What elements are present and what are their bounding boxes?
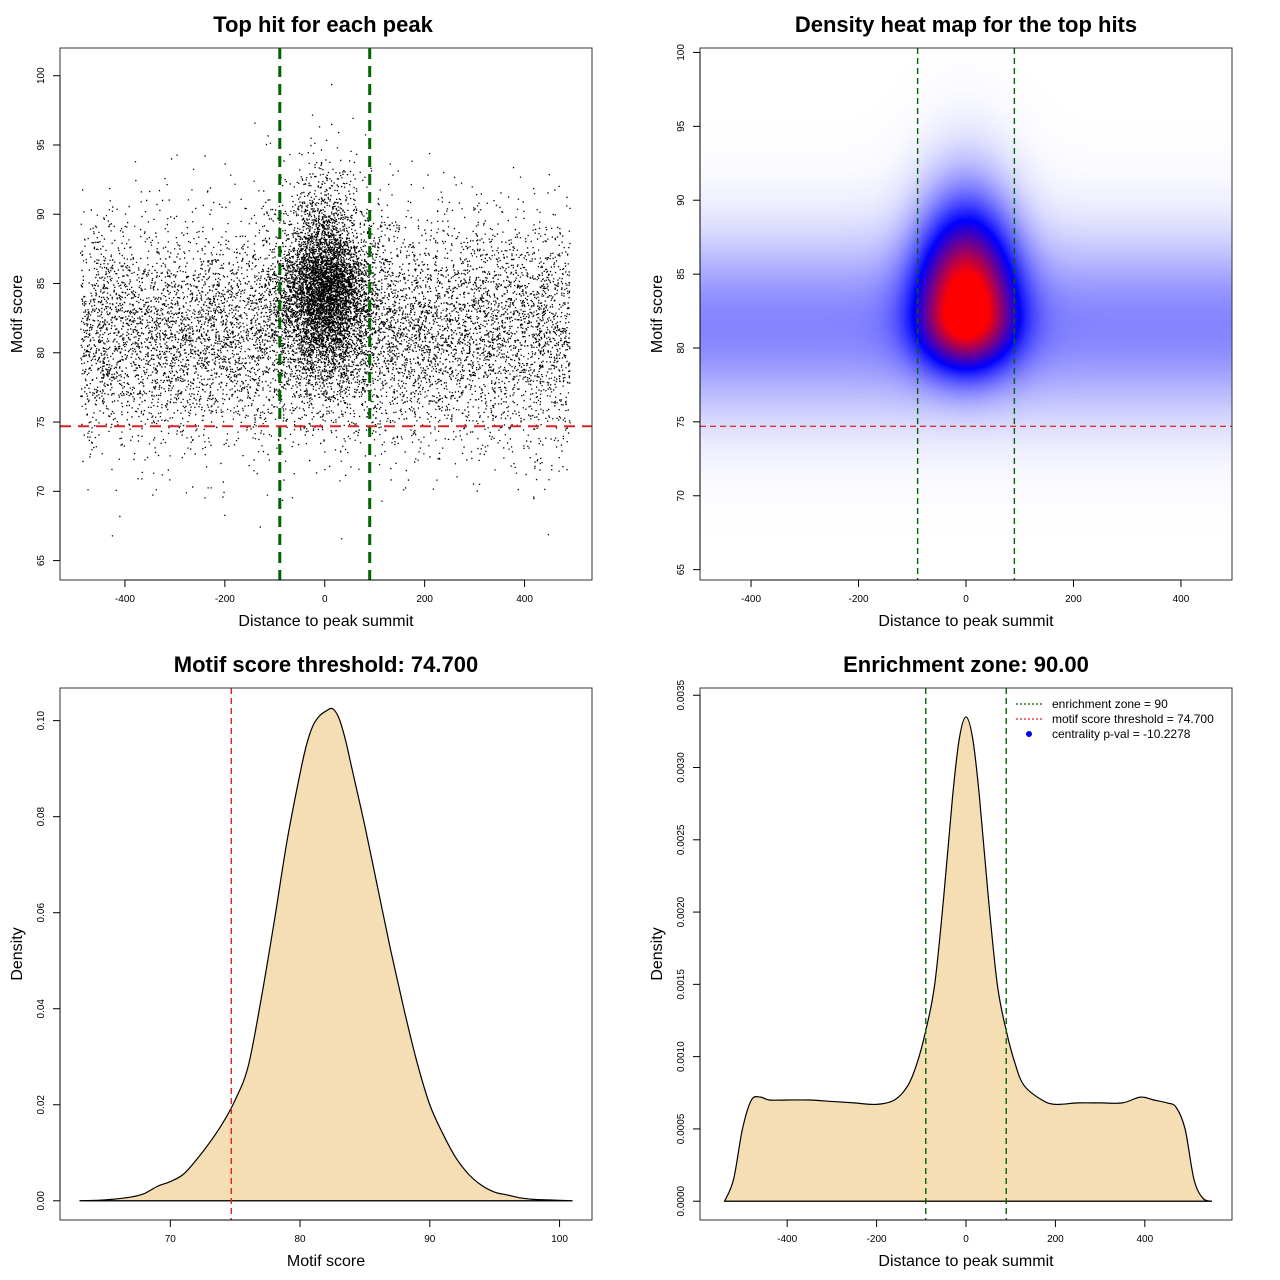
y-tick-label: 0.0020 [676, 896, 687, 927]
legend-label-centrality: centrality p-val = -10.2278 [1052, 727, 1191, 741]
y-tick-label: 85 [676, 268, 687, 280]
y-tick-label: 85 [36, 278, 47, 290]
y-tick-label: 75 [676, 416, 687, 428]
y-tick-label: 95 [676, 120, 687, 132]
panel-heatmap: Density heat map for the top hits -400 -2… [649, 12, 1233, 630]
x-tick-label: -200 [215, 594, 235, 605]
chart-title: Top hit for each peak [213, 12, 433, 37]
y-tick-label: 75 [36, 416, 47, 428]
y-tick-label: 0.0030 [676, 752, 687, 783]
legend-dot-centrality [1026, 731, 1032, 737]
y-tick-label: 0.06 [36, 903, 47, 923]
chart-title: Density heat map for the top hits [795, 12, 1137, 37]
reference-lines [700, 48, 1232, 580]
x-axis-label: Distance to peak summit [238, 613, 414, 630]
legend: enrichment zone = 90 motif score thresho… [1016, 697, 1214, 741]
x-tick-label: 400 [1136, 1234, 1153, 1245]
x-axis-label: Distance to peak summit [878, 1253, 1054, 1270]
reference-lines [925, 688, 1007, 1220]
x-tick-label: 0 [963, 594, 969, 605]
y-tick-label: 0.10 [36, 710, 47, 730]
y-tick-label: 90 [36, 208, 47, 220]
heatmap-image [700, 48, 1232, 580]
y-tick-label: 0.02 [36, 1095, 47, 1115]
x-tick-label: 0 [322, 594, 328, 605]
y-axis: 65 70 75 80 85 90 95 100 [36, 67, 61, 567]
y-tick-label: 0.0015 [676, 969, 687, 1000]
y-tick-label: 100 [36, 67, 47, 84]
y-tick-label: 0.0000 [676, 1185, 687, 1216]
x-axis: -400 -200 0 200 400 [777, 1219, 1154, 1245]
x-tick-label: -400 [115, 594, 135, 605]
y-tick-label: 65 [676, 564, 687, 576]
chart-title: Motif score threshold: 74.700 [174, 652, 478, 677]
y-axis: 0.0000 0.0005 0.0010 0.0015 0.0020 0.0025 0.00… [676, 680, 701, 1217]
chart-title: Enrichment zone: 90.00 [843, 652, 1089, 677]
x-tick-label: 0 [963, 1234, 969, 1245]
x-tick-label: 200 [1065, 594, 1082, 605]
y-tick-label: 0.0005 [676, 1113, 687, 1144]
x-tick-label: 80 [294, 1234, 306, 1245]
y-tick-label: 0.08 [36, 807, 47, 827]
y-axis: 0.00 0.02 0.04 0.06 0.08 0.10 [36, 710, 61, 1211]
y-tick-label: 65 [36, 555, 47, 567]
y-tick-label: 80 [36, 347, 47, 359]
x-tick-label: -200 [867, 1234, 887, 1245]
x-axis: -400 -200 0 200 400 [115, 579, 533, 605]
panel-distance-density: Enrichment zone: 90.00 -400 -200 0 200 400 0… [649, 652, 1233, 1270]
x-axis: -400 -200 0 200 400 [741, 579, 1190, 605]
legend-label-enrichment-zone: enrichment zone = 90 [1052, 697, 1168, 711]
x-tick-label: 100 [551, 1234, 568, 1245]
y-axis-label: Motif score [649, 275, 666, 353]
density-area [79, 707, 573, 1202]
y-axis: 65 70 75 80 85 90 95 100 [676, 44, 701, 576]
scatter-point-cloud [80, 83, 571, 540]
panel-scatter: Top hit for each peak -400 -200 0 200 400 65… [9, 12, 593, 630]
panel-score-density: Motif score threshold: 74.700 70 80 90 100 … [9, 652, 593, 1270]
y-tick-label: 0.00 [36, 1191, 47, 1211]
y-tick-label: 0.04 [36, 999, 47, 1019]
y-tick-label: 80 [676, 342, 687, 354]
y-tick-label: 0.0025 [676, 824, 687, 855]
y-tick-label: 70 [676, 490, 687, 502]
y-tick-label: 70 [36, 485, 47, 497]
legend-label-motif-threshold: motif score threshold = 74.700 [1052, 712, 1214, 726]
x-tick-label: 200 [416, 594, 433, 605]
x-axis-label: Distance to peak summit [878, 613, 1054, 630]
x-tick-label: 400 [516, 594, 533, 605]
y-axis-label: Motif score [9, 275, 26, 353]
x-tick-label: 200 [1047, 1234, 1064, 1245]
y-axis-label: Density [9, 927, 26, 980]
y-tick-label: 0.0010 [676, 1041, 687, 1072]
x-tick-label: -200 [849, 594, 869, 605]
x-tick-label: -400 [777, 1234, 797, 1245]
y-tick-label: 90 [676, 194, 687, 206]
density-area [723, 716, 1213, 1202]
x-tick-label: 90 [424, 1234, 436, 1245]
x-tick-label: 70 [165, 1234, 177, 1245]
y-tick-label: 0.0035 [676, 680, 687, 711]
x-tick-label: 400 [1173, 594, 1190, 605]
scatter-points [80, 83, 571, 540]
x-axis: 70 80 90 100 [165, 1219, 568, 1245]
y-axis-label: Density [649, 927, 666, 980]
y-tick-label: 100 [676, 44, 687, 61]
x-axis-label: Motif score [287, 1253, 365, 1270]
x-tick-label: -400 [741, 594, 761, 605]
y-tick-label: 95 [36, 139, 47, 151]
